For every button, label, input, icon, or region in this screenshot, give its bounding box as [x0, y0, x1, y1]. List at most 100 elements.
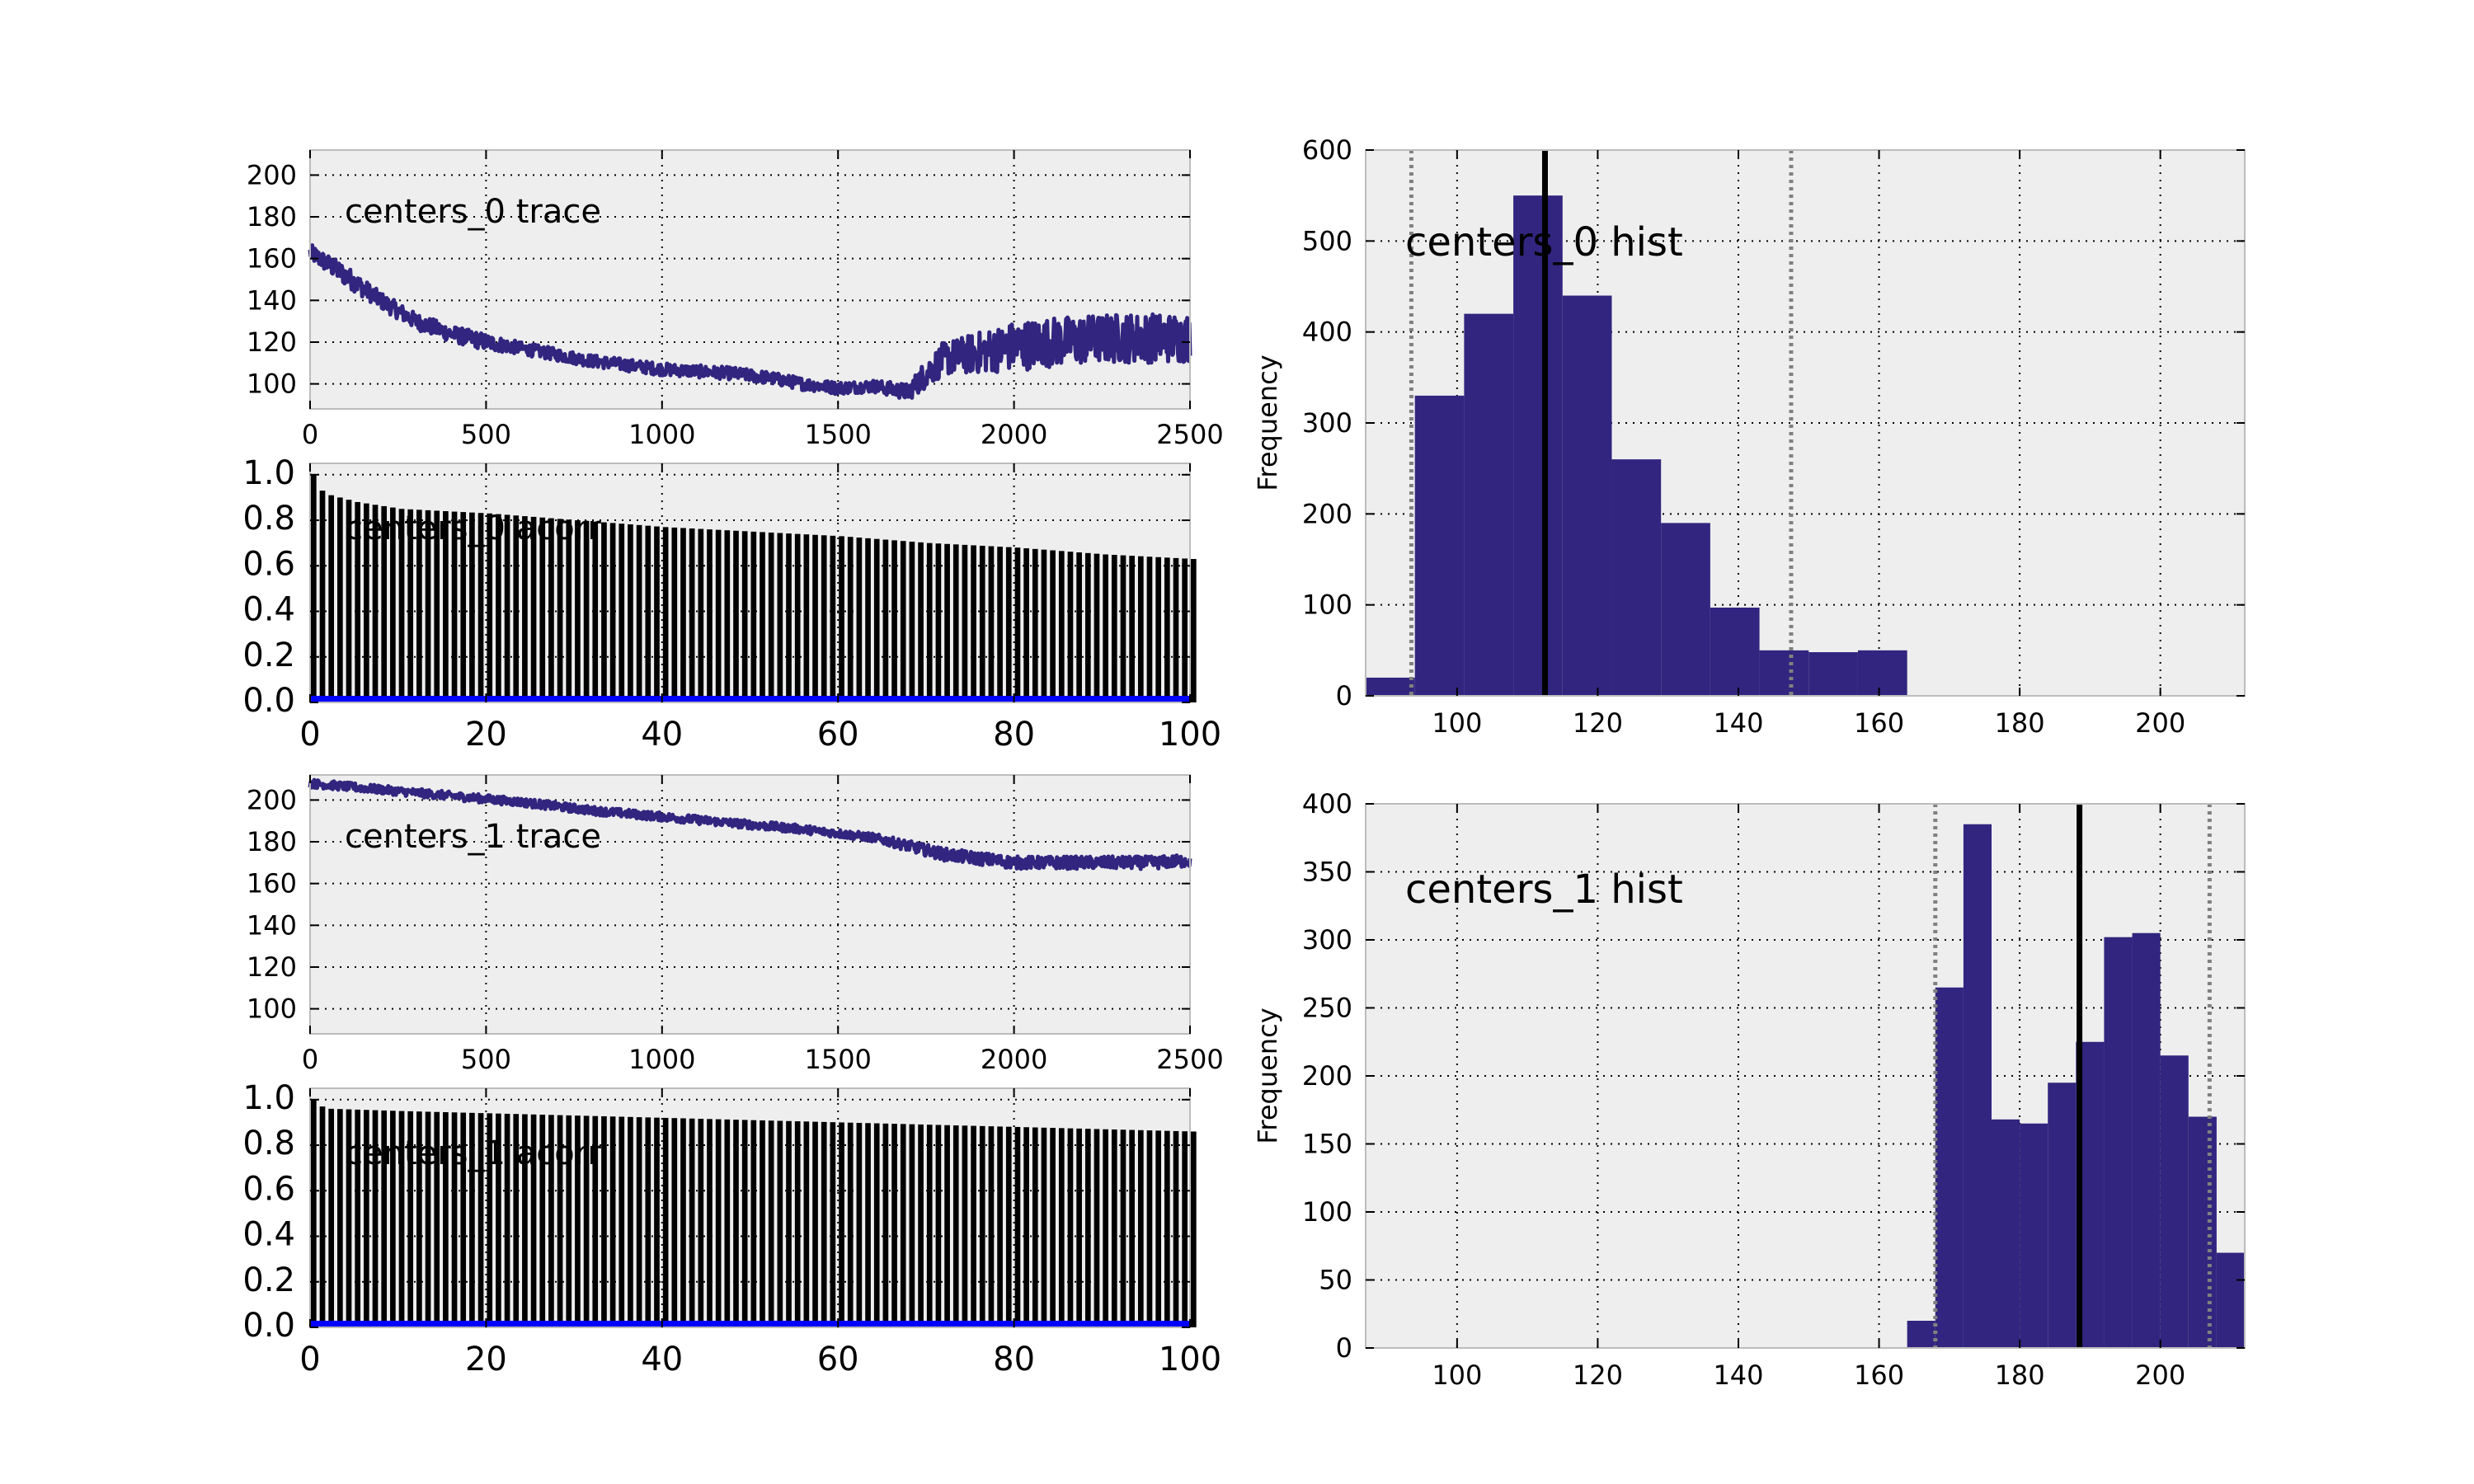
- hist-bar: [1808, 652, 1858, 696]
- acorr-bar: [469, 512, 475, 702]
- acorr-bar: [592, 1115, 599, 1327]
- acorr-bar: [372, 1110, 379, 1327]
- acorr-bar: [865, 538, 871, 702]
- acorr-bar: [337, 1109, 343, 1327]
- hist-bar: [1414, 395, 1465, 696]
- hist-bar: [2188, 1116, 2217, 1348]
- y-tick-label: 100: [247, 369, 297, 400]
- acorr-bar: [425, 1111, 431, 1327]
- y-tick-label: 120: [247, 326, 297, 358]
- acorr-bar: [477, 513, 484, 702]
- x-tick-label: 500: [461, 1044, 511, 1075]
- y-tick-label: 200: [247, 159, 297, 190]
- acorr-bar: [522, 1114, 528, 1327]
- x-tick-label: 2500: [1156, 419, 1223, 450]
- acorr-bar: [583, 1115, 590, 1327]
- y-tick-label: 1.0: [242, 1079, 295, 1117]
- acorr-bar: [645, 525, 651, 702]
- hist-bar: [1562, 295, 1612, 696]
- acorr-bar: [962, 1125, 968, 1327]
- x-tick-label: 80: [993, 1341, 1035, 1378]
- x-tick-label: 180: [1995, 707, 2045, 739]
- acorr-bar: [662, 1117, 669, 1327]
- y-tick-label: 100: [1302, 1196, 1352, 1228]
- acorr-bar: [1032, 1127, 1038, 1327]
- acorr-bar: [830, 1122, 836, 1327]
- acorr-bar: [821, 535, 827, 702]
- acorr-bar: [1155, 556, 1161, 702]
- acorr-bar: [777, 533, 783, 702]
- centers-0-trace-plot: 0 500 1000 1500 2000 2500 100 120 140 160 180 200 ce…: [247, 149, 1224, 450]
- y-tick-label: 200: [1302, 1060, 1352, 1092]
- acorr-bar: [460, 512, 467, 702]
- acorr-bar: [416, 510, 422, 702]
- acorr-bar: [355, 501, 361, 702]
- acorr-bar: [618, 1116, 625, 1327]
- x-tick-label: 200: [2135, 707, 2185, 739]
- acorr-bar: [530, 516, 537, 702]
- acorr-bar: [513, 1114, 520, 1327]
- hist-bar: [1991, 1119, 2020, 1348]
- acorr-bar: [1137, 556, 1144, 702]
- acorr-bar: [952, 544, 959, 702]
- acorr-bar: [935, 1125, 942, 1327]
- y-tick-label: 0.0: [242, 1307, 295, 1345]
- acorr-bar: [1014, 1126, 1021, 1327]
- acorr-bar: [1182, 558, 1188, 702]
- acorr-bar: [768, 532, 774, 702]
- acorr-bar: [707, 529, 713, 702]
- acorr-bar: [1120, 555, 1126, 702]
- acorr-bar: [794, 533, 801, 702]
- acorr-bar: [715, 1119, 722, 1327]
- acorr-bar: [1111, 1129, 1117, 1327]
- acorr-bar: [935, 543, 942, 702]
- acorr-bar: [311, 1099, 317, 1327]
- plot-title: centers_1 trace: [345, 818, 601, 856]
- acorr-bar: [1041, 1127, 1047, 1327]
- acorr-bar: [1146, 556, 1153, 702]
- acorr-bar: [407, 1111, 414, 1327]
- acorr-bar: [1146, 1130, 1153, 1327]
- acorr-bar: [839, 1122, 844, 1327]
- acorr-bar: [477, 1113, 484, 1327]
- y-tick-label: 200: [1302, 498, 1352, 529]
- y-tick-label: 300: [1302, 924, 1352, 956]
- acorr-bar: [346, 500, 352, 702]
- acorr-bar: [821, 1121, 827, 1327]
- acorr-bar: [372, 505, 379, 702]
- acorr-bar: [583, 520, 590, 702]
- acorr-bar: [724, 530, 731, 702]
- acorr-bar: [741, 1120, 748, 1327]
- acorr-bar: [865, 1123, 871, 1327]
- acorr-bar: [460, 1112, 467, 1327]
- acorr-bar: [328, 495, 335, 702]
- acorr-bar: [786, 533, 792, 702]
- x-tick-label: 40: [641, 716, 683, 754]
- acorr-bar: [654, 526, 660, 702]
- acorr-bar: [487, 1113, 493, 1327]
- acorr-bar: [882, 539, 889, 702]
- acorr-bar: [1041, 549, 1047, 702]
- acorr-bar: [390, 1111, 396, 1327]
- acorr-bar: [689, 1118, 695, 1327]
- x-tick-label: 120: [1573, 1360, 1623, 1391]
- y-tick-label: 350: [1302, 857, 1352, 888]
- acorr-bar: [1137, 1129, 1144, 1327]
- acorr-bar: [873, 538, 880, 702]
- y-tick-label: 0: [1336, 680, 1352, 711]
- acorr-bar: [1191, 1131, 1197, 1327]
- plot-title: centers_0 trace: [345, 193, 601, 231]
- y-tick-label: 600: [1302, 134, 1352, 166]
- hist-bar: [1935, 987, 1964, 1348]
- acorr-bar: [1164, 1130, 1170, 1327]
- acorr-bar: [979, 1125, 985, 1327]
- y-tick-label: 0.4: [242, 591, 295, 629]
- acorr-bar: [733, 530, 739, 702]
- centers-0-hist-plot: 100 120 140 160 180 200 0 100 200 300 400 500 600 cen…: [1252, 134, 2246, 739]
- acorr-bar: [786, 1120, 792, 1327]
- centers-1-hist-plot: 100 120 140 160 180 200 0 50 100 150 200 250 300 350 4…: [1252, 788, 2246, 1391]
- x-tick-label: 100: [1432, 1360, 1482, 1391]
- acorr-bar: [918, 1124, 924, 1327]
- hist-bar: [2020, 1123, 2048, 1348]
- acorr-bar: [557, 519, 563, 702]
